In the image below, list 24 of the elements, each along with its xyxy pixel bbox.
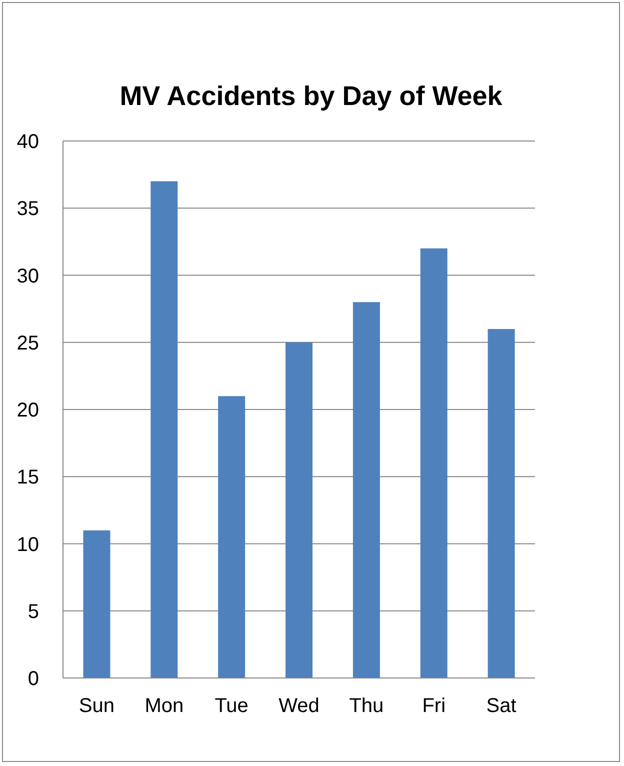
x-tick-label: Sun [78, 695, 115, 718]
bar [286, 342, 313, 678]
y-tick-label: 0 [28, 668, 39, 690]
bar [150, 181, 178, 678]
y-tick-label: 10 [16, 534, 39, 556]
bar [218, 396, 246, 678]
bar [83, 530, 110, 678]
y-tick-label: 30 [16, 265, 39, 288]
x-tick-label: Fri [422, 695, 446, 718]
x-tick-label: Thu [349, 695, 384, 718]
y-tick-label: 5 [28, 600, 39, 623]
x-tick-label: Sat [486, 695, 517, 718]
y-tick-label: 25 [16, 332, 39, 354]
x-tick-label: Mon [144, 695, 184, 718]
y-tick-label: 40 [16, 131, 39, 154]
bar [420, 248, 448, 678]
x-tick-label: Wed [278, 695, 320, 718]
bar [488, 328, 515, 678]
bar [352, 302, 380, 678]
x-tick-label: Tue [214, 695, 248, 718]
y-tick-label: 20 [16, 400, 39, 422]
chart-title: MV Accidents by Day of Week [118, 81, 504, 112]
y-tick-label: 35 [16, 198, 39, 220]
y-tick-label: 15 [16, 466, 39, 489]
